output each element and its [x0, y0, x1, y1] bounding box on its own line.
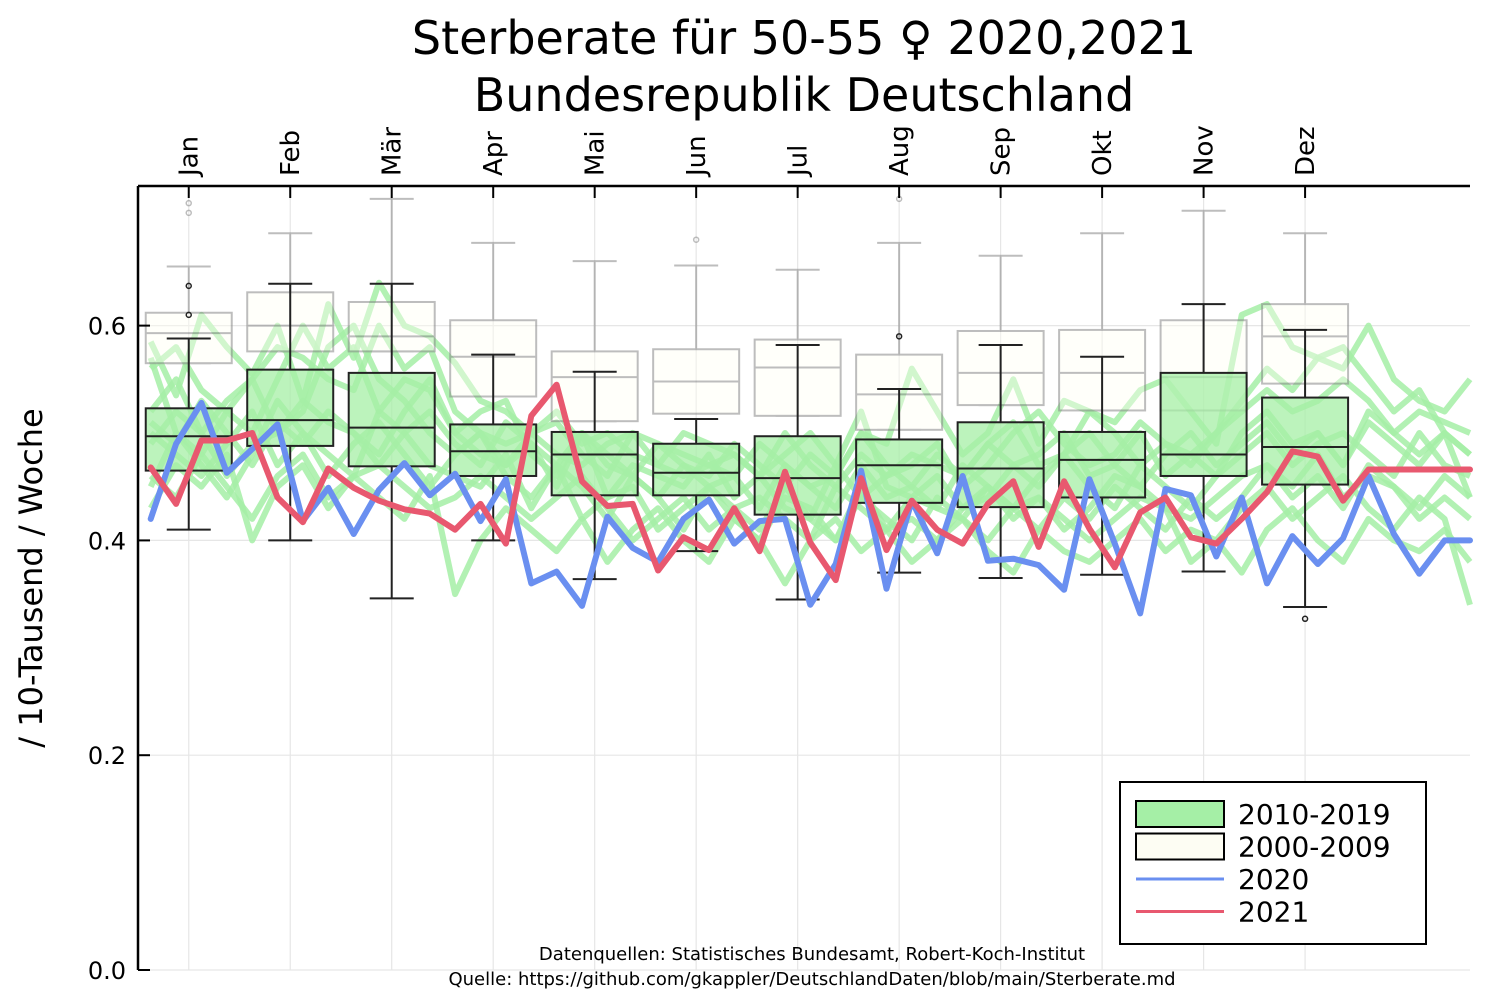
month-label-mai: Mai — [581, 130, 611, 176]
outlier-point — [1301, 615, 1309, 623]
month-label-dez: Dez — [1291, 126, 1321, 176]
month-tick-labels: Jan Feb Mär Apr Mai Jun Jul Aug Sep Okt Nov Dez — [175, 125, 1321, 178]
new-box-nov — [1159, 303, 1248, 573]
outlier-point — [692, 236, 700, 243]
box-iqr — [1058, 430, 1147, 499]
new-box-mai — [550, 370, 639, 581]
month-label-jul: Jul — [784, 145, 814, 178]
y-tick-label: 0.0 — [88, 957, 126, 985]
box-iqr — [347, 371, 436, 468]
y-tick-label: 0.2 — [88, 742, 126, 770]
month-label-aug: Aug — [885, 125, 915, 176]
y-tick-label: 0.6 — [88, 313, 126, 341]
footnote-url: Quelle: https://github.com/gkappler/Deut… — [448, 969, 1175, 990]
new-box-jun — [652, 418, 741, 553]
month-label-nov: Nov — [1190, 125, 1220, 176]
month-label-okt: Okt — [1088, 130, 1118, 176]
legend-box — [1119, 781, 1427, 945]
legend-label: 2000-2009 — [1238, 831, 1391, 864]
new-box-dez — [1261, 328, 1350, 623]
legend-swatch-box — [1135, 832, 1225, 861]
series-line-2021 — [147, 381, 1473, 584]
axes — [136, 184, 1470, 971]
month-label-mär: Mär — [378, 127, 408, 176]
new-box-mär — [347, 282, 436, 600]
chart-title-line1: Sterberate für 50-55 ♀ 2020,2021 — [412, 11, 1196, 65]
month-label-jan: Jan — [175, 136, 205, 178]
month-label-feb: Feb — [276, 130, 306, 176]
y-axis-label: / 10-Tausend / Woche — [12, 408, 50, 747]
outlier-point — [895, 333, 903, 340]
new-box-feb — [246, 282, 335, 542]
legend-swatch-box — [1135, 800, 1225, 828]
box-iqr — [550, 430, 639, 497]
legend-label: 2010-2019 — [1238, 798, 1391, 831]
outlier-point — [185, 282, 192, 290]
month-label-jun: Jun — [682, 135, 712, 178]
background-line — [148, 322, 1472, 501]
series-line-2020 — [147, 399, 1473, 617]
box-iqr — [246, 368, 335, 447]
box-iqr — [855, 438, 944, 504]
y-tick-label: 0.4 — [88, 527, 126, 555]
outlier-point — [185, 311, 192, 319]
box-iqr — [1159, 371, 1248, 477]
legend-label: 2021 — [1238, 896, 1309, 929]
old-box-jun — [652, 236, 741, 415]
outlier-point — [185, 209, 192, 217]
chart-title-line2: Bundesrepublik Deutschland — [474, 68, 1135, 122]
month-label-apr: Apr — [479, 131, 509, 176]
footnote-sources: Datenquellen: Statistisches Bundesamt, R… — [539, 944, 1085, 965]
month-label-sep: Sep — [987, 127, 1017, 176]
outlier-point — [185, 199, 192, 207]
y-tick-labels: 0.0 0.2 0.4 0.6 — [88, 313, 126, 985]
new-box-aug — [855, 333, 944, 574]
legend-label: 2020 — [1238, 863, 1309, 896]
box-iqr — [652, 442, 741, 497]
box-iqr — [1261, 396, 1350, 486]
series-lines — [147, 381, 1473, 617]
